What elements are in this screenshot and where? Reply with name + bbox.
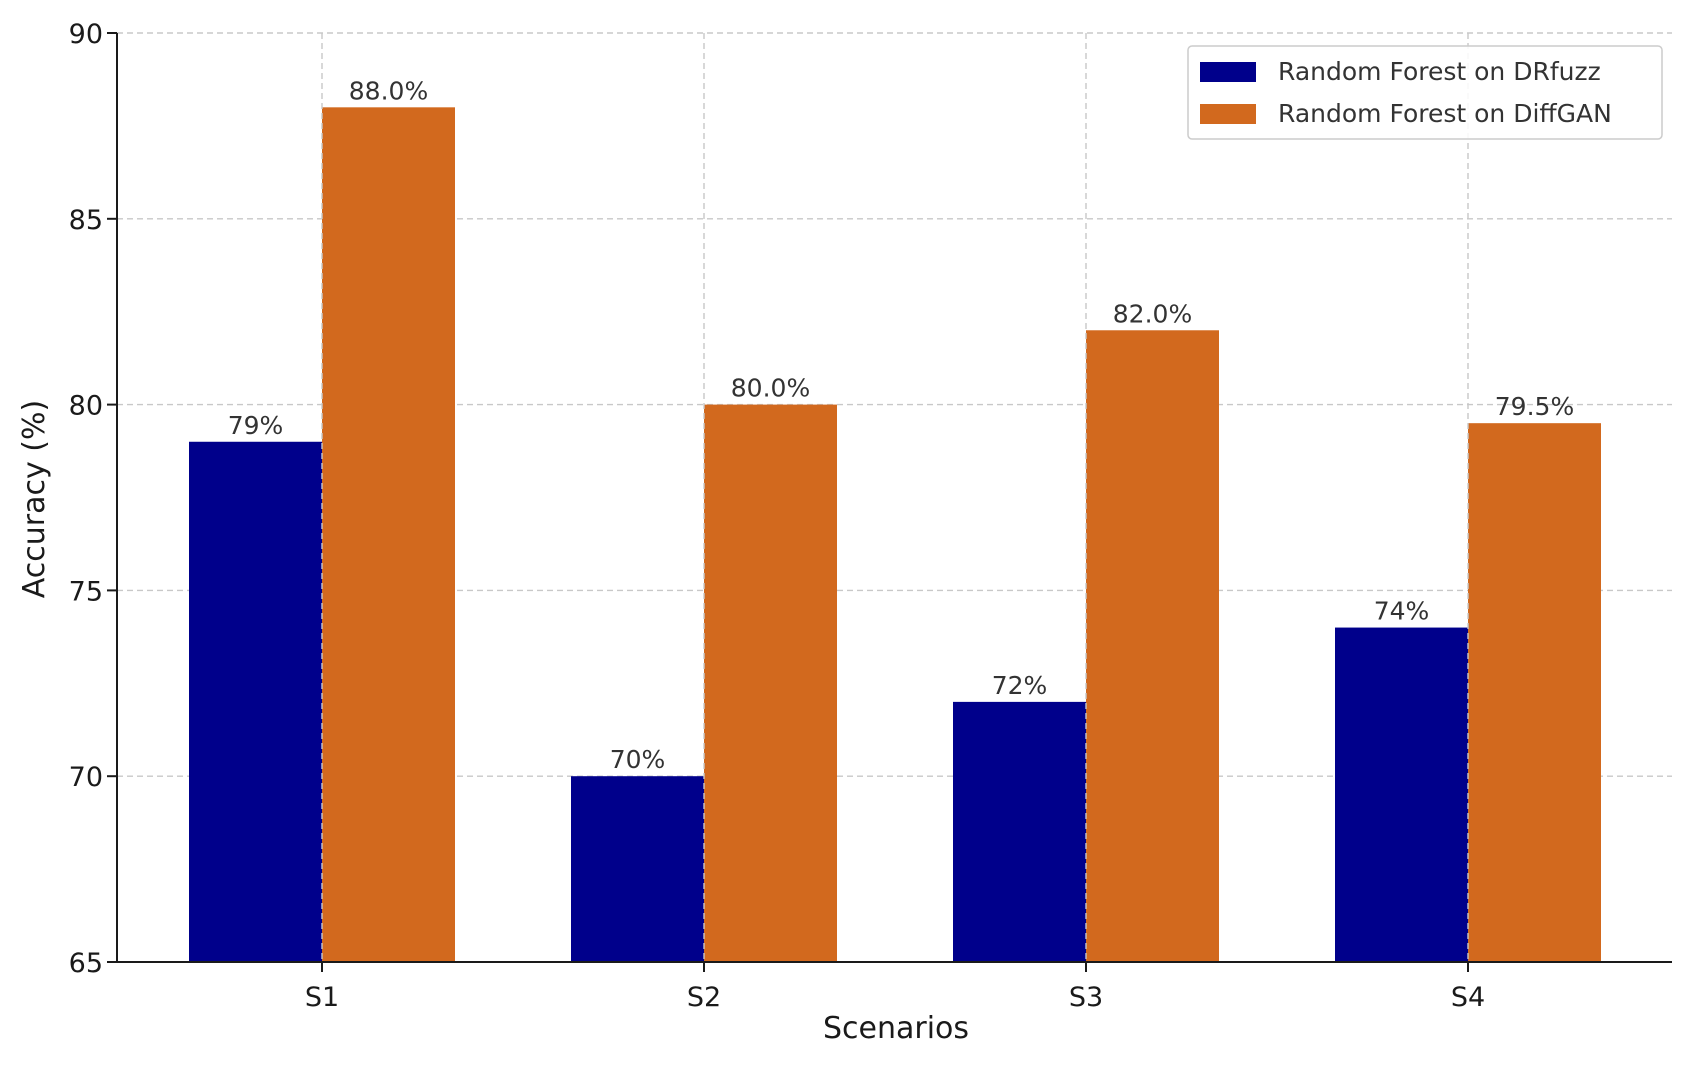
bar-diffgan-s3	[1086, 330, 1219, 962]
legend-swatch-drfuzz	[1200, 62, 1256, 82]
y-tick-label: 70	[69, 762, 103, 793]
legend-swatch-diffgan	[1200, 104, 1256, 124]
axis-layer: 65 70 75 80 85 90 S1 S2 S3 S4	[69, 19, 1672, 1013]
x-tick-label: S4	[1451, 982, 1485, 1013]
legend: Random Forest on DRfuzz Random Forest on …	[1187, 45, 1663, 140]
bar-drfuzz-s4	[1335, 627, 1468, 962]
y-tick-label: 80	[69, 391, 103, 422]
bar-diffgan-s4	[1468, 423, 1601, 962]
bar-value-label: 79.5%	[1495, 392, 1574, 421]
legend-label-drfuzz: Random Forest on DRfuzz	[1278, 57, 1601, 86]
legend-box	[1187, 45, 1663, 140]
bar-value-label: 82.0%	[1113, 299, 1192, 328]
bar-layer	[189, 107, 1601, 963]
y-tick-label: 90	[69, 19, 103, 50]
bar-value-label: 79%	[228, 411, 284, 440]
bar-value-label: 88.0%	[349, 76, 428, 105]
bar-diffgan-s1	[322, 107, 455, 962]
vertical-grid-layer	[321, 33, 1469, 962]
x-tick-label: S1	[305, 982, 339, 1013]
bar-label-layer: 79% 88.0% 70% 80.0% 72% 82.0% 74% 79.5%	[228, 76, 1575, 774]
bar-diffgan-s2	[704, 404, 837, 963]
legend-label-diffgan: Random Forest on DiffGAN	[1278, 99, 1612, 128]
bar-value-label: 74%	[1374, 597, 1430, 626]
y-axis-title: Accuracy (%)	[17, 400, 52, 598]
bar-value-label: 70%	[610, 745, 666, 774]
bar-drfuzz-s3	[953, 701, 1086, 962]
x-tick-label: S3	[1069, 982, 1103, 1013]
y-tick-label: 65	[69, 948, 103, 979]
bar-value-label: 72%	[992, 671, 1048, 700]
x-axis-title: Scenarios	[823, 1011, 969, 1046]
y-tick-label: 75	[69, 576, 103, 607]
bar-drfuzz-s2	[571, 776, 704, 962]
x-tick-label: S2	[687, 982, 721, 1013]
bar-drfuzz-s1	[189, 441, 322, 962]
y-tick-label: 85	[69, 205, 103, 236]
bar-value-label: 80.0%	[731, 374, 810, 403]
